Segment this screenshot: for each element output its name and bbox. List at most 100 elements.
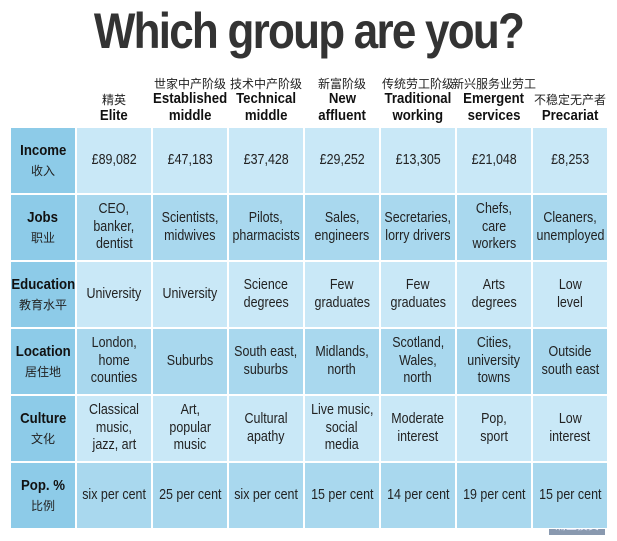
cell-text: Scotland, [391, 334, 445, 351]
table-cell: University [76, 261, 152, 328]
column-header: 新兴服务业劳工 Emergent services [452, 68, 536, 124]
cell-text: £29,252 [319, 151, 365, 168]
cell-text: media [325, 437, 359, 454]
title: Which group are you? [93, 3, 525, 59]
table-cell: Science degrees [228, 261, 304, 328]
column-label-cn: 不稳定无产者 [533, 93, 606, 108]
cell-text: degrees [471, 294, 517, 311]
table-cell: Live music, social media [304, 395, 380, 462]
column-label-en: Precariat [541, 106, 599, 124]
cell-text: workers [472, 236, 516, 253]
cell-text: 15 per cent [538, 486, 602, 503]
cell-text: engineers [314, 227, 370, 244]
table-cell: 15 per cent [304, 462, 380, 529]
column-header: 技术中产阶级 Technical middle [224, 68, 308, 124]
table-cell: London, home counties [76, 328, 152, 395]
cell-text: Wales, [399, 352, 437, 369]
table-cell: £29,252 [304, 127, 380, 194]
column-header: 新富阶级 New affluent [300, 68, 384, 124]
cell-text: Cleaners, [543, 209, 597, 226]
cell-text: suburbs [243, 361, 289, 378]
cell-text: interest [549, 428, 591, 445]
row-label-cn: 比例 [30, 499, 55, 513]
cell-text: social [326, 419, 358, 436]
cell-text: music [173, 437, 207, 454]
cell-text: 25 per cent [158, 486, 222, 503]
cell-text: London, [91, 334, 137, 351]
table-cell: Scotland, Wales, north [380, 328, 456, 395]
table-cell: 19 per cent [456, 462, 532, 529]
row-header: Pop. % 比例 [10, 462, 76, 529]
cell-text: £47,183 [167, 151, 213, 168]
cell-text: Pop, [481, 410, 507, 427]
column-label-cn: 新富阶级 [317, 76, 366, 91]
row-label-cn: 收入 [30, 164, 55, 178]
cell-text: £37,428 [243, 151, 289, 168]
cell-text: dentist [95, 236, 133, 253]
table-cell: University [152, 261, 228, 328]
table-cell: CEO, banker, dentist [76, 194, 152, 261]
cell-text: £89,082 [91, 151, 137, 168]
column-label-en: Emergent [463, 90, 525, 107]
table-cell: Moderate interest [380, 395, 456, 462]
table-cell: South east, suburbs [228, 328, 304, 395]
cell-text: Science [243, 276, 289, 293]
cell-text: Few [406, 276, 430, 293]
cell-text: university [467, 352, 521, 369]
row-label-en: Income [19, 142, 67, 159]
cell-text: degrees [243, 294, 289, 311]
table-cell: £37,428 [228, 127, 304, 194]
cell-text: 19 per cent [462, 486, 526, 503]
table-cell: six per cent [76, 462, 152, 529]
table-cell: Sales, engineers [304, 194, 380, 261]
cell-text: Classical [89, 401, 139, 418]
row-header: Education 教育水平 [10, 261, 76, 328]
cell-text: Secretaries, [384, 209, 452, 226]
table-cell: Arts degrees [456, 261, 532, 328]
table-cell: Outside south east [532, 328, 608, 395]
column-label-cn: 技术中产阶级 [229, 76, 302, 91]
table-cell: Cleaners, unemployed [532, 194, 608, 261]
column-label-en: services [467, 106, 521, 124]
cell-text: £13,305 [395, 151, 441, 168]
table-cell: Pop, sport [456, 395, 532, 462]
row-label-cn: 居住地 [24, 365, 61, 379]
table-cell: Art, popular music [152, 395, 228, 462]
column-header: 不稳定无产者 Precariat [528, 68, 612, 124]
column-label-en: affluent [318, 106, 366, 124]
cell-text: level [557, 294, 583, 311]
row-label-cn: 职业 [30, 231, 55, 245]
cell-text: Few [330, 276, 354, 293]
cell-text: £8,253 [550, 151, 590, 168]
table-cell: £89,082 [76, 127, 152, 194]
cell-text: sport [480, 428, 508, 445]
cell-text: £21,048 [471, 151, 517, 168]
cell-text: Suburbs [166, 352, 214, 369]
cell-text: six per cent [234, 486, 298, 503]
cell-text: Live music, [310, 401, 374, 418]
cell-text: 15 per cent [310, 486, 374, 503]
column-label-en: New [328, 90, 356, 107]
cell-text: University [162, 285, 218, 302]
cell-text: south east [541, 361, 599, 378]
table-cell: £8,253 [532, 127, 608, 194]
cell-text: north [403, 370, 433, 387]
row-label-cn: 教育水平 [18, 298, 67, 312]
row-header: Location 居住地 [10, 328, 76, 395]
table-cell: 25 per cent [152, 462, 228, 529]
table-cell: 15 per cent [532, 462, 608, 529]
column-label-en: middle [168, 106, 212, 124]
cell-text: apathy [247, 428, 285, 445]
row-header: Jobs 职业 [10, 194, 76, 261]
table-cell: Secretaries, lorry drivers [380, 194, 456, 261]
cell-text: Art, [180, 401, 200, 418]
cell-text: South east, [234, 343, 298, 360]
column-label-en: Traditional [384, 90, 452, 107]
cell-text: north [327, 361, 357, 378]
cell-text: Arts [482, 276, 506, 293]
cell-text: pharmacists [232, 227, 300, 244]
table-cell: Pilots, pharmacists [228, 194, 304, 261]
cell-text: Scientists, [161, 209, 219, 226]
table-cell: six per cent [228, 462, 304, 529]
